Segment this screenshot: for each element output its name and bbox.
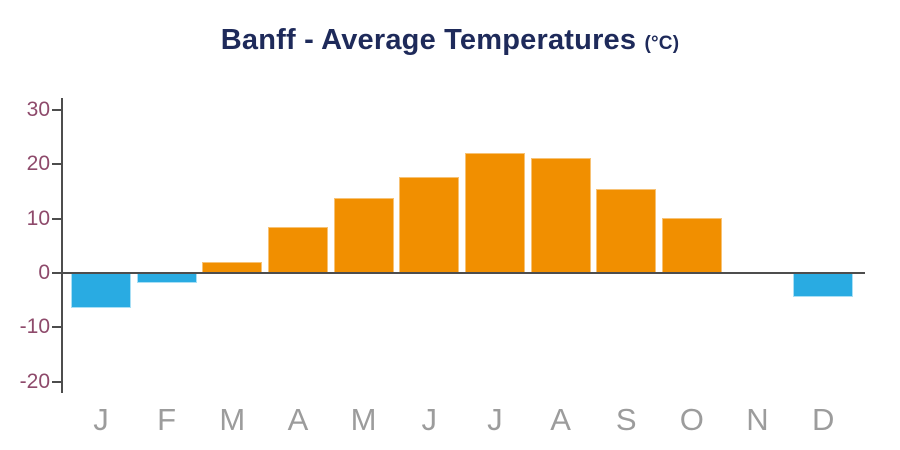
y-tick--20	[52, 380, 62, 383]
y-tick-20	[52, 163, 62, 166]
x-label-jul: J	[487, 402, 503, 437]
y-tick--10	[52, 326, 62, 329]
y-tick-10	[52, 217, 62, 220]
x-label-jan: J	[93, 402, 109, 437]
bar-feb	[136, 273, 197, 283]
x-label-mar: M	[219, 402, 246, 437]
bar-oct	[661, 218, 722, 273]
bar-may	[333, 197, 394, 273]
bar-aug	[530, 158, 591, 273]
x-label-aug: A	[550, 402, 571, 437]
bar-jan	[71, 273, 131, 308]
x-axis-zero-line	[61, 272, 865, 274]
y-tick-label--10: -10	[19, 315, 50, 339]
chart-title-unit: (°C)	[644, 33, 680, 54]
bar-sep	[596, 189, 657, 273]
y-tick-0	[52, 272, 62, 274]
chart-title: Banff - Average Temperatures (°C)	[0, 24, 900, 57]
bar-dec	[793, 273, 854, 297]
x-label-apr: A	[287, 402, 309, 437]
y-tick-label-30: 30	[26, 97, 50, 121]
x-label-sep: S	[615, 402, 637, 437]
bar-jul	[464, 152, 525, 273]
x-label-jun: J	[421, 402, 438, 437]
x-label-may: M	[350, 402, 377, 437]
x-label-feb: F	[157, 402, 177, 437]
y-axis-line	[61, 98, 63, 393]
y-tick-label-20: 20	[26, 152, 50, 176]
chart-title-text: Banff - Average Temperatures	[220, 24, 637, 56]
y-tick-label--20: -20	[19, 369, 50, 393]
y-tick-label-10: 10	[26, 206, 50, 230]
x-label-oct: O	[679, 402, 704, 437]
bar-apr	[267, 227, 328, 273]
bar-jun	[399, 176, 460, 273]
x-label-nov: N	[746, 402, 769, 437]
x-label-dec: D	[811, 402, 835, 437]
y-tick-label-0: 0	[38, 261, 50, 284]
y-tick-30	[52, 108, 62, 111]
